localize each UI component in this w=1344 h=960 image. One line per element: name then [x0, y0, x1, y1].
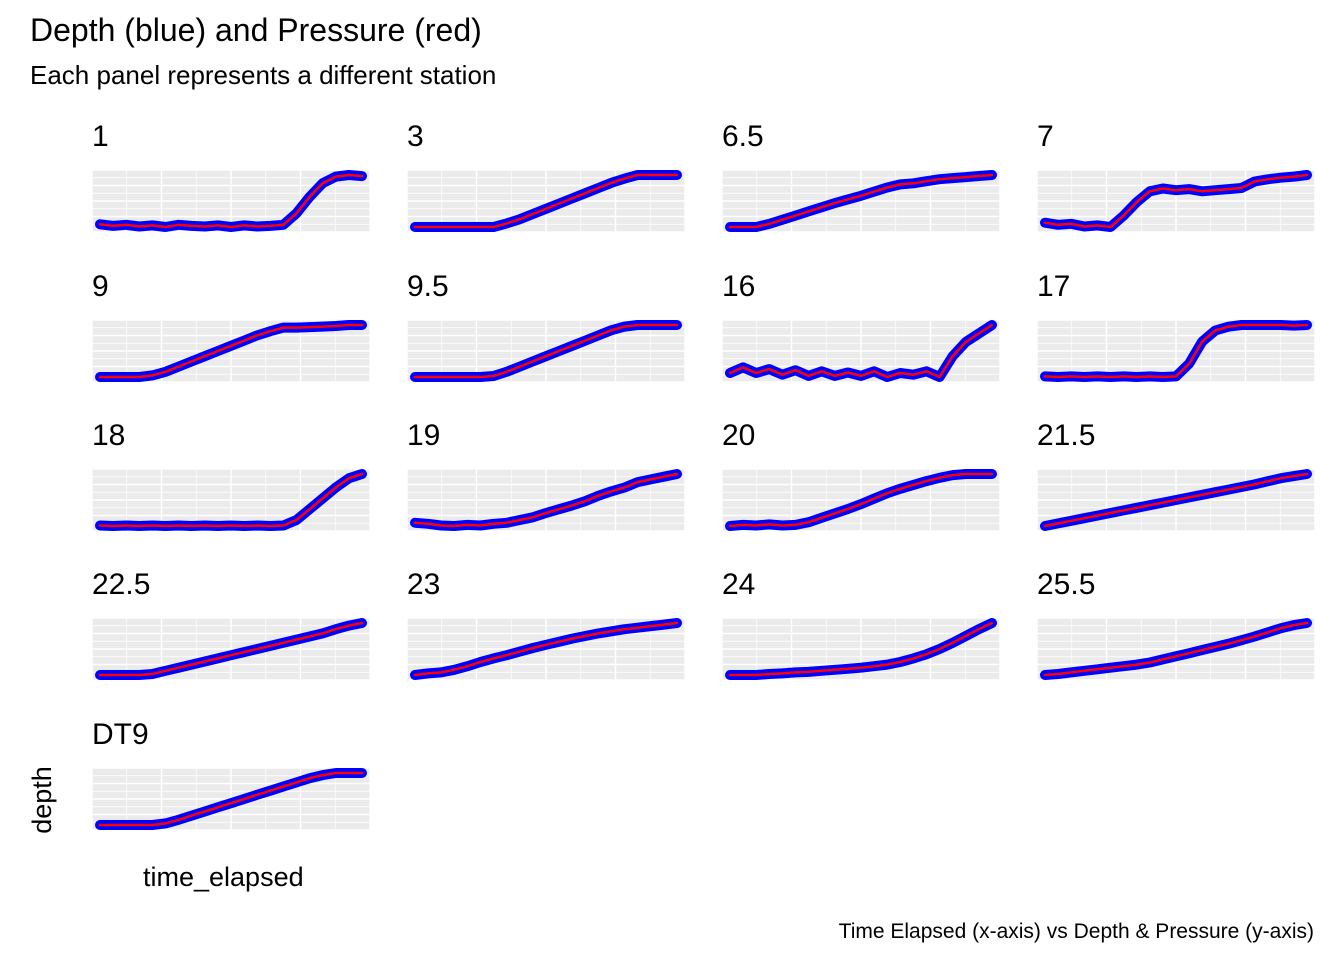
- pressure-series-line: [1043, 621, 1309, 677]
- facet-panel: 24: [721, 568, 1001, 681]
- pressure-series-line: [413, 621, 679, 677]
- facet-panel: 19: [406, 419, 686, 532]
- facet-panel: 22.5: [91, 568, 371, 681]
- facet-label: 6.5: [722, 120, 764, 153]
- facet-panel: 9: [91, 270, 371, 383]
- pressure-series-line: [413, 173, 679, 229]
- facet-panel: 20: [721, 419, 1001, 532]
- pressure-series-line: [1043, 323, 1309, 379]
- facet-panel: 3: [406, 120, 686, 233]
- facet-label: 23: [407, 568, 440, 601]
- facet-label: 24: [722, 568, 755, 601]
- chart-caption: Time Elapsed (x-axis) vs Depth & Pressur…: [838, 920, 1314, 943]
- facet-label: DT9: [92, 718, 149, 751]
- facet-label: 21.5: [1037, 419, 1095, 452]
- facet-label: 22.5: [92, 568, 150, 601]
- pressure-series-line: [1043, 173, 1309, 229]
- facet-label: 18: [92, 419, 125, 452]
- facet-panel: DT9: [91, 718, 371, 831]
- facet-panel: 17: [1036, 270, 1316, 383]
- facet-label: 1: [92, 120, 109, 153]
- facet-panel: 21.5: [1036, 419, 1316, 532]
- facet-panel: 7: [1036, 120, 1316, 233]
- facet-label: 19: [407, 419, 440, 452]
- facet-panel: 23: [406, 568, 686, 681]
- facet-panel: 18: [91, 419, 371, 532]
- pressure-series-line: [98, 323, 364, 379]
- pressure-series-line: [98, 173, 364, 229]
- pressure-series-line: [728, 472, 994, 528]
- chart-subtitle: Each panel represents a different statio…: [30, 60, 497, 90]
- pressure-series-line: [728, 621, 994, 677]
- pressure-series-line: [98, 621, 364, 677]
- facet-label: 3: [407, 120, 424, 153]
- pressure-series-line: [413, 323, 679, 379]
- facet-label: 9.5: [407, 270, 449, 303]
- pressure-series-line: [728, 323, 994, 379]
- y-axis-label: depth: [27, 766, 57, 834]
- facet-label: 7: [1037, 120, 1054, 153]
- pressure-series-line: [413, 472, 679, 528]
- facet-panel: 1: [91, 120, 371, 233]
- facet-label: 16: [722, 270, 755, 303]
- facet-panel: 6.5: [721, 120, 1001, 233]
- facet-label: 17: [1037, 270, 1070, 303]
- pressure-series-line: [98, 771, 364, 827]
- facet-label: 25.5: [1037, 568, 1095, 601]
- pressure-series-line: [98, 472, 364, 528]
- chart-title: Depth (blue) and Pressure (red): [30, 12, 482, 48]
- facet-panel: 9.5: [406, 270, 686, 383]
- facet-label: 9: [92, 270, 109, 303]
- facet-label: 20: [722, 419, 755, 452]
- pressure-series-line: [728, 173, 994, 229]
- facet-panel: 25.5: [1036, 568, 1316, 681]
- pressure-series-line: [1043, 472, 1309, 528]
- x-axis-label: time_elapsed: [143, 862, 304, 892]
- facet-panel: 16: [721, 270, 1001, 383]
